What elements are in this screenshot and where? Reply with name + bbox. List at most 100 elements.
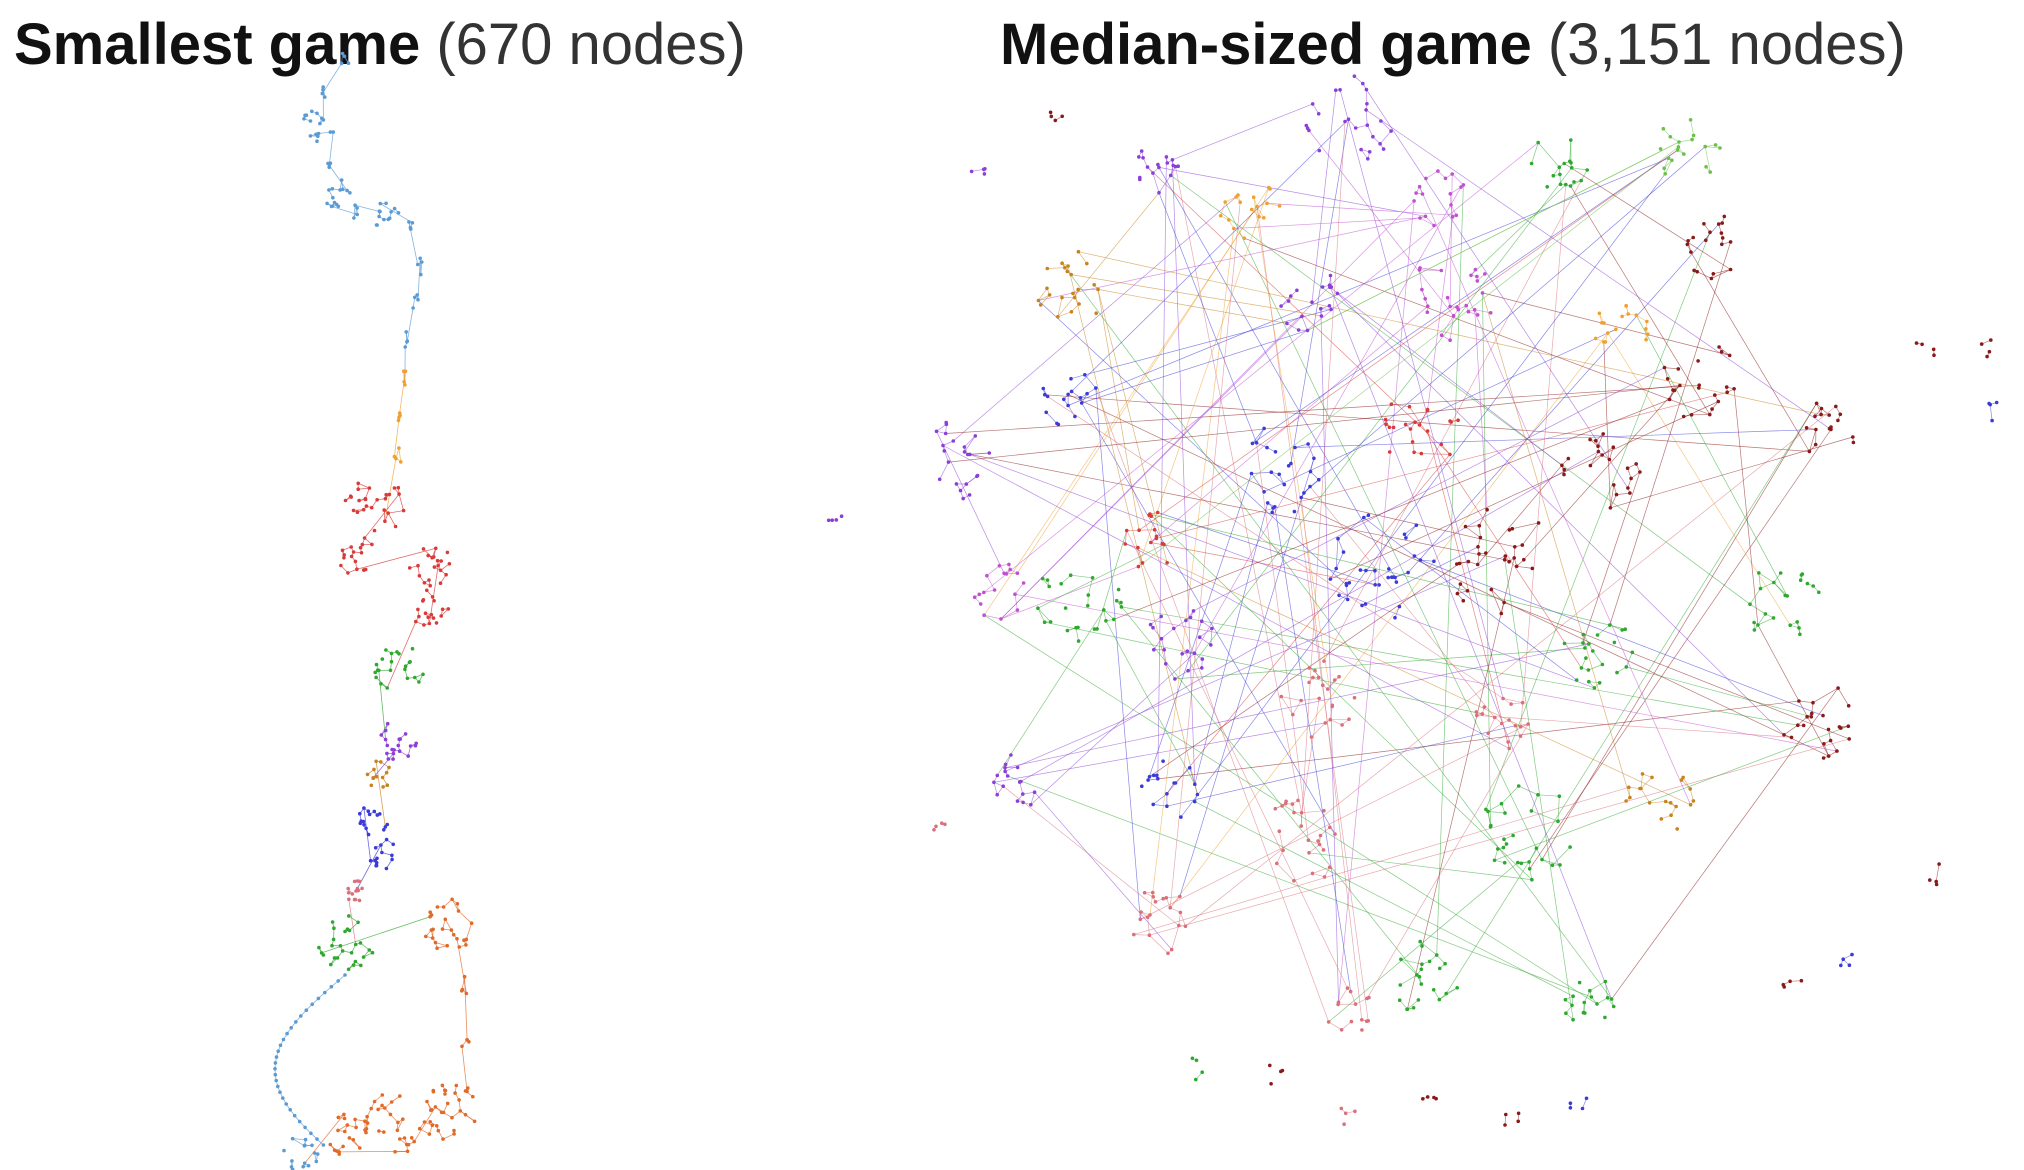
graph-node: [1593, 336, 1598, 341]
graph-node: [289, 1026, 294, 1030]
graph-node: [346, 886, 351, 891]
graph-node: [1313, 668, 1317, 673]
graph-node: [1626, 486, 1630, 490]
graph-edge: [1281, 696, 1294, 715]
graph-node: [387, 765, 391, 770]
graph-node: [1299, 811, 1304, 815]
graph-node: [969, 169, 974, 174]
graph-node: [1337, 593, 1341, 598]
graph-node: [369, 1106, 374, 1111]
graph-node: [353, 1117, 357, 1122]
graph-edge: [1070, 574, 1093, 579]
graph-edge: [1252, 149, 1678, 444]
graph-edge: [1705, 146, 1721, 149]
graph-node: [350, 892, 355, 896]
graph-node: [1003, 769, 1007, 774]
graph-node: [427, 621, 432, 626]
graph-node: [1432, 1095, 1436, 1100]
graph-edge: [318, 131, 331, 134]
graph-edge: [1557, 796, 1560, 822]
graph-edge: [398, 493, 404, 511]
graph-node: [1279, 694, 1284, 699]
graph-node: [353, 203, 357, 207]
graph-edge: [1773, 582, 1786, 596]
graph-node: [1688, 118, 1693, 122]
graph-edge: [1790, 980, 1802, 982]
graph-node: [1727, 353, 1732, 358]
graph-node: [1609, 997, 1614, 1001]
graph-node: [1568, 184, 1573, 188]
graph-node: [1168, 173, 1173, 178]
graph-edge: [292, 1138, 306, 1140]
graph-node: [1414, 523, 1419, 527]
graph-node: [414, 619, 418, 624]
graph-edge: [1329, 286, 1563, 466]
graph-node: [438, 568, 443, 573]
graph-edge: [1360, 149, 1369, 160]
graph-node: [1501, 696, 1505, 701]
graph-edge: [1419, 217, 1435, 226]
graph-edge: [1798, 700, 1814, 704]
graph-node: [1032, 790, 1037, 794]
graph-node: [1568, 1106, 1573, 1110]
graph-node: [1173, 781, 1178, 785]
graph-node: [1336, 536, 1340, 541]
graph-edge: [1380, 120, 1392, 132]
graph-edge: [1425, 216, 1435, 226]
graph-node: [290, 1136, 295, 1141]
graph-node: [458, 1109, 463, 1113]
graph-node: [975, 473, 980, 478]
graph-node: [1607, 457, 1612, 462]
graph-node: [297, 1119, 302, 1124]
graph-node: [439, 1110, 444, 1115]
graph-node: [1359, 147, 1363, 152]
graph-edge: [1427, 216, 1454, 410]
graph-node: [1074, 625, 1078, 630]
graph-edge: [1504, 559, 1574, 1020]
graph-node: [1628, 491, 1632, 495]
graph-node: [308, 119, 313, 123]
graph-node: [1299, 824, 1303, 828]
graph-node: [1366, 513, 1371, 517]
graph-node: [1041, 386, 1046, 391]
graph-node: [1985, 354, 1989, 359]
graph-node: [1096, 287, 1100, 292]
graph-node: [1691, 235, 1695, 240]
graph-node: [1147, 933, 1152, 937]
graph-edge: [1158, 167, 1426, 217]
graph-node: [1931, 347, 1936, 352]
graph-node: [323, 990, 327, 995]
graph-node: [379, 682, 383, 686]
graph-node: [1145, 165, 1150, 169]
graph-edge: [331, 206, 358, 215]
graph-edge: [1061, 262, 1612, 1000]
graph-node: [1309, 735, 1314, 739]
graph-edge: [397, 1119, 404, 1131]
graph-node: [1321, 848, 1326, 852]
graph-edge: [1628, 786, 1640, 789]
graph-edge: [993, 722, 1326, 783]
graph-node: [1492, 858, 1497, 863]
graph-node: [1534, 846, 1539, 850]
graph-node: [1571, 1017, 1575, 1022]
graph-edge: [451, 899, 459, 912]
graph-node: [1425, 1095, 1430, 1099]
graph-node: [326, 161, 330, 166]
graph-edge: [1515, 723, 1529, 727]
graph-edge: [353, 205, 356, 219]
graph-node: [1090, 576, 1095, 580]
graph-edge: [1158, 192, 1257, 443]
graph-node: [329, 984, 334, 989]
graph-node: [424, 934, 428, 939]
graph-node: [1019, 779, 1023, 784]
graph-node: [1069, 272, 1073, 277]
graph-node: [278, 1043, 283, 1048]
graph-node: [1280, 804, 1284, 808]
graph-node: [1056, 315, 1060, 319]
graph-node: [1364, 568, 1368, 573]
graph-node: [1291, 712, 1295, 717]
graph-edge: [1531, 810, 1559, 822]
graph-edge: [1407, 999, 1419, 1010]
graph-edge: [1308, 852, 1532, 881]
graph-node: [384, 866, 389, 871]
